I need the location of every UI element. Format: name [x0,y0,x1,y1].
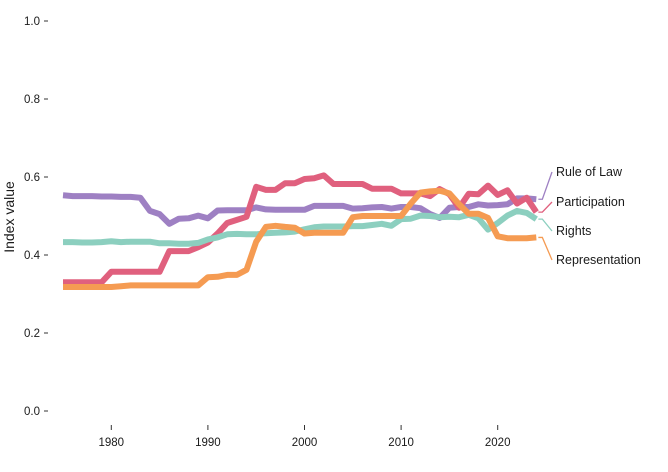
y-tick-label: 0.0 [24,406,40,418]
series-label-participation: Participation [556,195,625,209]
series-line-representation [63,187,537,290]
x-tick-label: 2000 [292,437,318,449]
x-axis: 1980 1990 2000 2010 2020 [99,425,511,449]
series-leader-line [538,218,553,232]
series-leader-line [538,201,553,213]
series-leader-line [538,171,553,200]
series-label-representation: Representation [556,253,641,267]
series-label-rule-of-law: Rule of Law [556,165,623,179]
y-axis-title: Index value [1,181,17,253]
y-tick-label: 0.8 [24,94,40,106]
series-labels: Rule of Law Participation Rights Representa… [538,165,641,267]
series-leader-line [538,236,553,261]
x-tick-label: 1990 [195,437,221,449]
series-label-rights: Rights [556,224,591,238]
x-tick-label: 2020 [485,437,511,449]
y-tick-label: 0.2 [24,328,40,340]
y-tick-label: 1.0 [24,16,40,28]
series-lines [62,172,539,290]
x-tick-label: 1980 [99,437,125,449]
x-tick-label: 2010 [388,437,414,449]
y-tick-label: 0.6 [24,172,40,184]
y-axis: 0.0 0.2 0.4 0.6 0.8 1.0 [24,16,48,418]
y-tick-label: 0.4 [24,250,41,262]
